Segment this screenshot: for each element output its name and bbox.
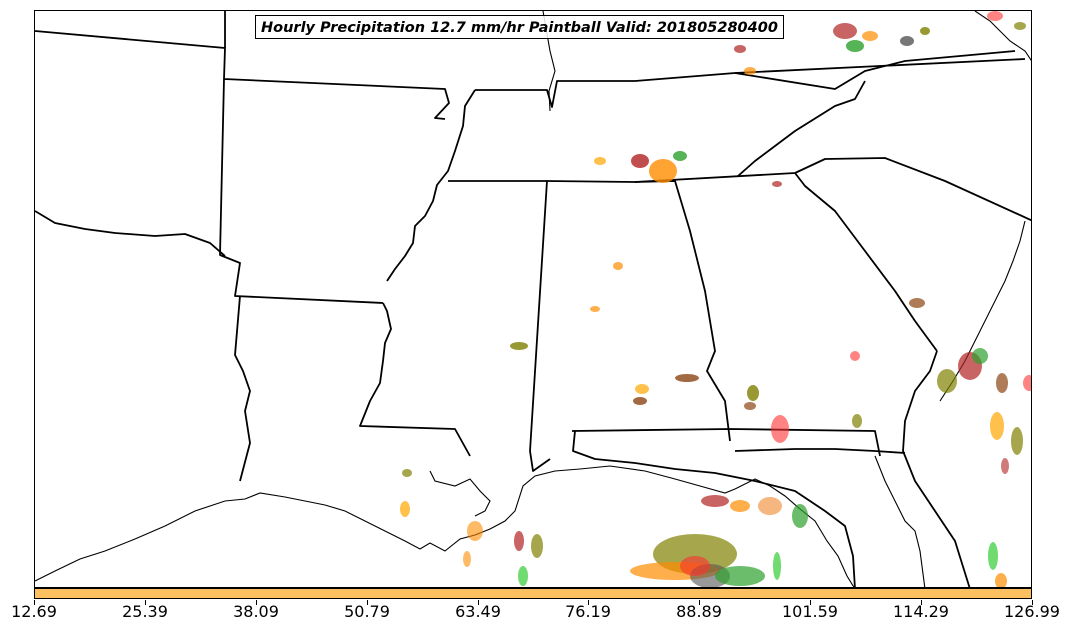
paintball-blob <box>680 556 710 576</box>
colorbar-tick-mark <box>145 600 146 605</box>
paintball-blob <box>402 469 412 477</box>
paintball-blob <box>467 521 483 541</box>
paintball-blob <box>990 412 1004 440</box>
paintball-blob <box>514 531 524 551</box>
coastline <box>35 11 1031 587</box>
paintball-blob <box>909 298 925 308</box>
paintball-blob <box>988 542 998 570</box>
colorbar-tick-label: 12.69 <box>11 602 57 621</box>
colorbar-tick-label: 25.39 <box>122 602 168 621</box>
precipitation-paintballs <box>400 11 1031 587</box>
paintball-blob <box>850 351 860 361</box>
paintball-blob <box>673 151 687 161</box>
paintball-blob <box>635 384 649 394</box>
paintball-blob <box>852 414 862 428</box>
colorbar-tick-mark <box>921 600 922 605</box>
paintball-blob <box>987 11 1003 21</box>
paintball-blob <box>510 342 528 350</box>
paintball-blob <box>613 262 623 270</box>
paintball-blob <box>772 181 782 187</box>
colorbar-tick-label: 114.29 <box>893 602 949 621</box>
paintball-blob <box>631 154 649 168</box>
paintball-blob <box>701 495 729 507</box>
paintball-blob <box>920 27 930 35</box>
paintball-blob <box>531 534 543 558</box>
paintball-blob <box>792 504 808 528</box>
state-borders <box>35 11 1031 587</box>
colorbar-tick-mark <box>1032 600 1033 605</box>
colorbar-tick-mark <box>810 600 811 605</box>
paintball-blob <box>862 31 878 41</box>
colorbar-tick-mark <box>367 600 368 605</box>
paintball-blob <box>1014 22 1026 30</box>
paintball-blob <box>730 500 750 512</box>
paintball-blob <box>715 566 765 586</box>
paintball-blob <box>758 497 782 515</box>
paintball-blob <box>771 415 789 443</box>
colorbar-tick-label: 101.59 <box>782 602 838 621</box>
paintball-blob <box>900 36 914 46</box>
paintball-blob <box>1001 458 1009 474</box>
paintball-blob <box>1023 375 1031 391</box>
colorbar-tick-label: 63.49 <box>455 602 501 621</box>
colorbar-tick-mark <box>699 600 700 605</box>
colorbar-tick-mark <box>478 600 479 605</box>
paintball-blob <box>1011 427 1023 455</box>
paintball-blob <box>744 67 756 75</box>
colorbar-tick-mark <box>588 600 589 605</box>
colorbar-tick-label: 50.79 <box>344 602 390 621</box>
map-title: Hourly Precipitation 12.7 mm/hr Paintbal… <box>255 15 784 39</box>
map-panel <box>34 10 1032 588</box>
paintball-blob <box>400 501 410 517</box>
paintball-blob <box>649 159 677 183</box>
paintball-blob <box>995 573 1007 587</box>
paintball-blob <box>463 551 471 567</box>
paintball-blob <box>996 373 1008 393</box>
paintball-blob <box>773 552 781 580</box>
map-canvas <box>35 11 1031 587</box>
colorbar-tick-label: 38.09 <box>233 602 279 621</box>
paintball-blob <box>594 157 606 165</box>
paintball-blob <box>747 385 759 401</box>
paintball-blob <box>675 374 699 382</box>
paintball-blob <box>972 348 988 364</box>
colorbar-tick-mark <box>256 600 257 605</box>
paintball-blob <box>744 402 756 410</box>
colorbar-tick-label: 76.19 <box>565 602 611 621</box>
paintball-blob <box>734 45 746 53</box>
colorbar-tick-label: 88.89 <box>676 602 722 621</box>
colorbar <box>34 588 1032 599</box>
paintball-blob <box>846 40 864 52</box>
paintball-blob <box>518 566 528 586</box>
paintball-blob <box>937 369 957 393</box>
paintball-blob <box>833 23 857 39</box>
paintball-blob <box>633 397 647 405</box>
colorbar-tick-label: 126.99 <box>1004 602 1060 621</box>
colorbar-tick-mark <box>34 600 35 605</box>
paintball-blob <box>590 306 600 312</box>
